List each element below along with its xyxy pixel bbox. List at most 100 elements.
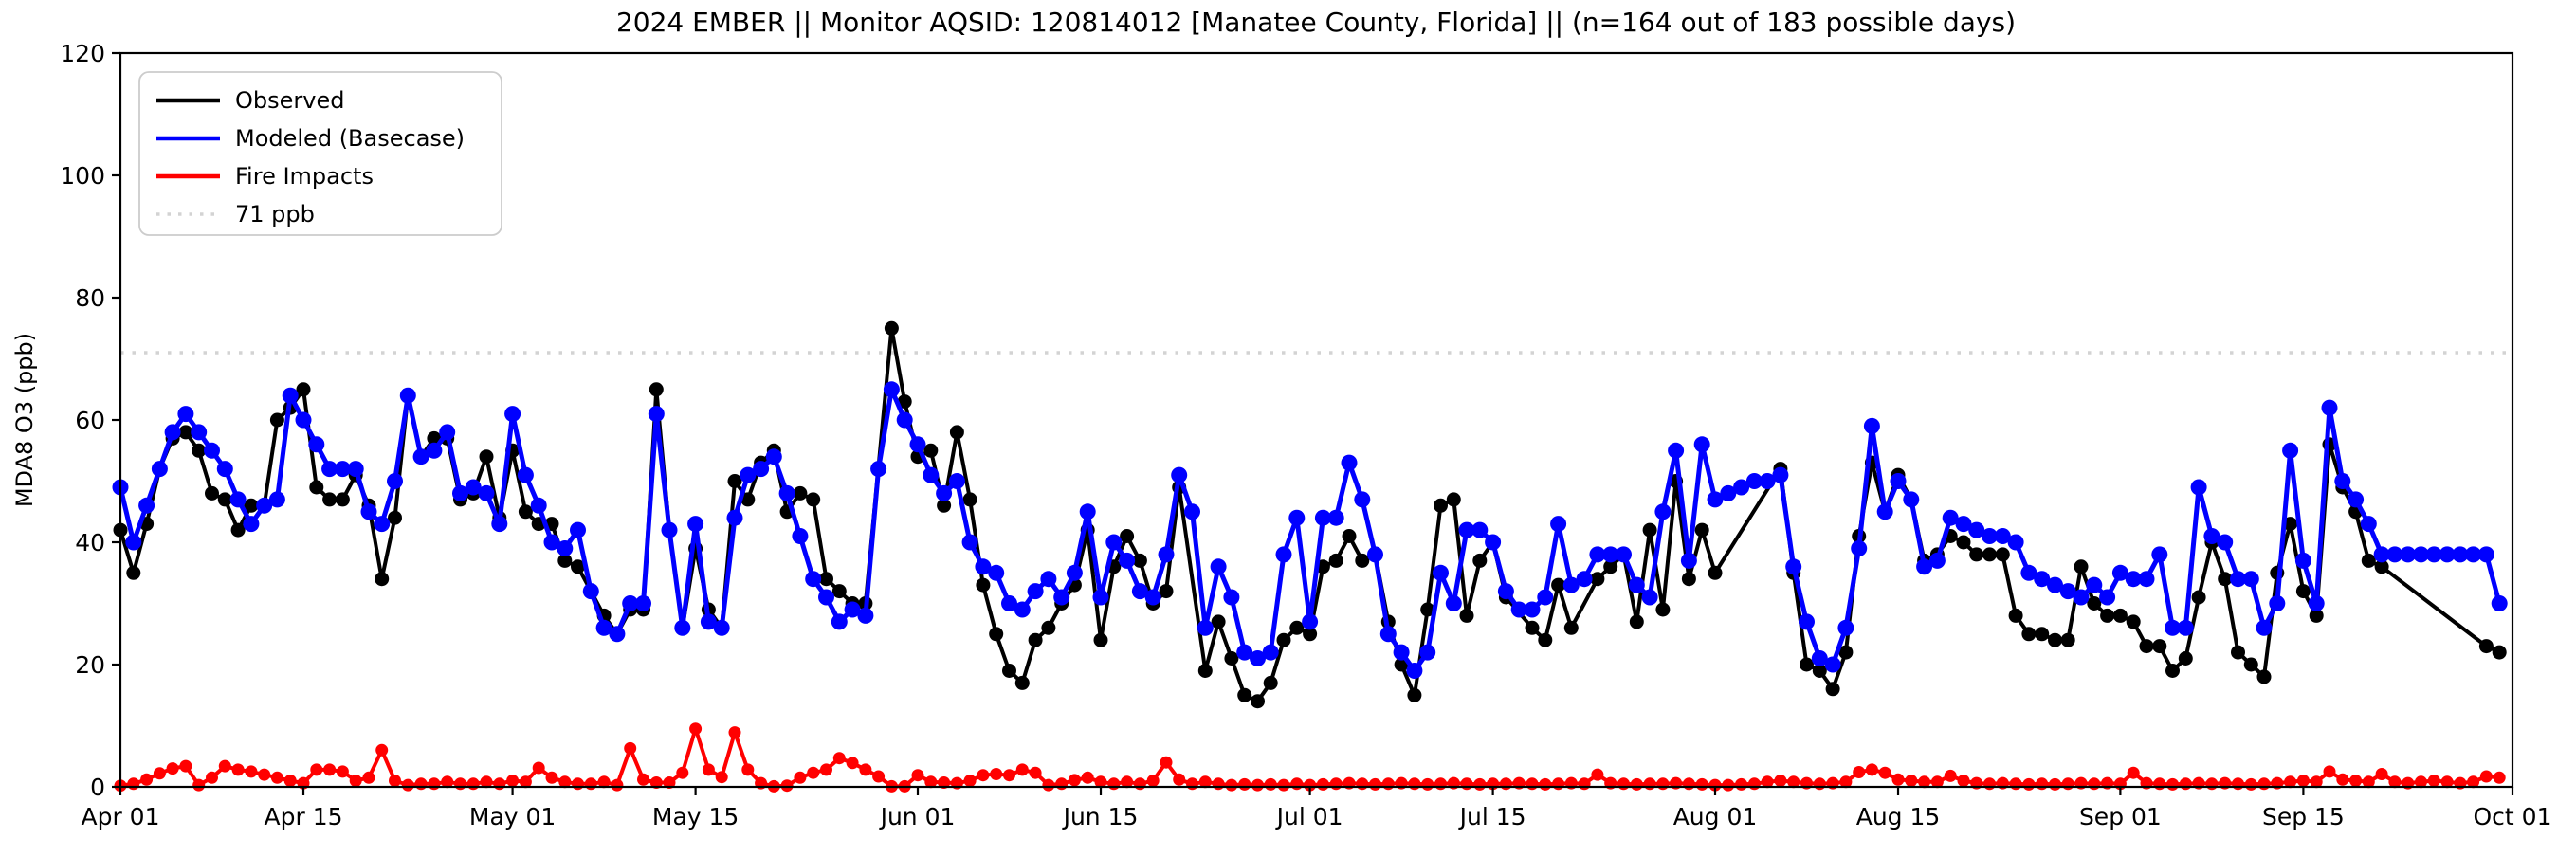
observed-marker xyxy=(1002,664,1016,678)
modeled-basecase-marker xyxy=(1510,601,1527,618)
observed-marker xyxy=(2492,645,2507,660)
fire-impacts-marker xyxy=(2179,777,2192,791)
y-tick-label: 0 xyxy=(90,774,105,801)
modeled-basecase-marker xyxy=(805,571,822,588)
modeled-basecase-marker xyxy=(1928,552,1946,569)
modeled-basecase-marker xyxy=(164,424,181,441)
observed-marker xyxy=(1328,553,1343,568)
observed-marker xyxy=(1446,492,1461,507)
observed-marker xyxy=(2374,559,2389,574)
modeled-basecase-marker xyxy=(2190,479,2207,496)
observed-marker xyxy=(989,627,1004,642)
fire-impacts-marker xyxy=(1304,778,1317,792)
fire-impacts-marker xyxy=(728,726,741,739)
observed-marker xyxy=(2008,608,2023,623)
fire-impacts-marker xyxy=(1905,775,1918,787)
fire-impacts-marker xyxy=(375,743,389,757)
observed-marker xyxy=(1224,651,1239,666)
modeled-basecase-marker xyxy=(765,448,782,465)
fire-impacts-marker xyxy=(1421,777,1434,791)
observed-marker xyxy=(806,492,821,507)
observed-marker xyxy=(1355,553,1370,568)
x-tick-label: Apr 01 xyxy=(81,803,159,830)
observed-marker xyxy=(937,498,952,513)
modeled-basecase-marker xyxy=(700,613,717,630)
modeled-basecase-marker xyxy=(1654,503,1672,520)
observed-marker xyxy=(2283,517,2298,532)
modeled-basecase-marker xyxy=(1968,521,1985,538)
fire-impacts-series xyxy=(114,722,2506,793)
modeled-basecase-marker xyxy=(216,461,233,478)
observed-marker xyxy=(1159,584,1174,599)
fire-impacts-marker xyxy=(1473,777,1487,791)
fire-impacts-marker xyxy=(1434,777,1447,791)
x-tick-label: Jun 01 xyxy=(879,803,956,830)
observed-marker xyxy=(1525,620,1540,635)
modeled-basecase-marker xyxy=(2491,595,2508,611)
observed-marker xyxy=(1708,565,1723,580)
modeled-basecase-marker xyxy=(243,516,260,533)
modeled-basecase-marker xyxy=(543,534,560,551)
fire-impacts-marker xyxy=(1015,763,1029,776)
fire-impacts-marker xyxy=(663,776,676,789)
modeled-basecase-marker xyxy=(936,484,953,501)
modeled-basecase-marker xyxy=(204,442,220,459)
observed-marker xyxy=(1028,632,1043,647)
modeled-basecase-marker xyxy=(478,484,495,501)
fire-impacts-marker xyxy=(676,766,689,779)
fire-impacts-marker xyxy=(911,769,924,782)
observed-marker xyxy=(2100,608,2115,623)
modeled-basecase-marker xyxy=(2386,546,2403,563)
x-tick-label: Apr 15 xyxy=(265,803,343,830)
observed-marker xyxy=(1237,687,1252,702)
modeled-basecase-marker xyxy=(1524,601,1541,618)
x-tick-label: Jul 15 xyxy=(1458,803,1526,830)
x-tick-label: Oct 01 xyxy=(2474,803,2552,830)
observed-marker xyxy=(2165,664,2180,678)
fire-impacts-marker xyxy=(1591,768,1604,781)
y-tick-label: 120 xyxy=(60,40,105,67)
observed-marker xyxy=(2218,572,2233,587)
modeled-basecase-marker xyxy=(778,484,795,501)
fire-impacts-marker xyxy=(584,777,597,791)
observed-marker xyxy=(897,394,912,410)
modeled-basecase-marker xyxy=(2230,571,2246,588)
modeled-basecase-marker xyxy=(1354,491,1371,508)
modeled-basecase-marker xyxy=(2413,546,2429,563)
fire-impacts-marker xyxy=(741,763,755,776)
modeled-basecase-marker xyxy=(2360,516,2377,533)
y-tick-label: 60 xyxy=(75,407,105,434)
observed-marker xyxy=(335,492,350,507)
fire-impacts-marker xyxy=(859,763,872,776)
observed-marker xyxy=(1434,498,1448,513)
modeled-basecase-marker xyxy=(1341,454,1358,471)
modeled-basecase-marker xyxy=(948,473,965,489)
fire-impacts-marker xyxy=(2049,777,2061,791)
modeled-basecase-marker xyxy=(1066,564,1083,581)
modeled-basecase-marker xyxy=(1903,491,1920,508)
fire-impacts-marker xyxy=(2349,775,2363,787)
x-axis: Apr 01 Apr 15 May 01 May 15 Jun 01 Jun 15 Jul … xyxy=(81,787,2551,830)
fire-impacts-marker xyxy=(2166,777,2179,791)
observed-marker xyxy=(1995,547,2010,562)
modeled-basecase-marker xyxy=(1131,583,1148,600)
fire-impacts-marker xyxy=(1225,778,1238,792)
modeled-basecase-marker xyxy=(857,607,874,624)
observed-marker xyxy=(727,474,742,488)
fire-impacts-marker xyxy=(127,777,140,791)
fire-impacts-marker xyxy=(1499,777,1512,791)
modeled-basecase-marker xyxy=(1250,650,1266,666)
observed-marker xyxy=(2256,669,2272,684)
observed-marker xyxy=(1459,608,1474,623)
fire-impacts-marker xyxy=(493,777,506,791)
modeled-basecase-marker xyxy=(2165,619,2181,636)
fire-impacts-marker xyxy=(1918,775,1931,789)
modeled-basecase-marker xyxy=(1223,589,1240,606)
fire-impacts-marker xyxy=(1173,773,1186,786)
modeled-basecase-marker xyxy=(2020,564,2037,581)
fire-impacts-marker xyxy=(1329,777,1343,791)
fire-impacts-marker xyxy=(2415,775,2427,789)
modeled-basecase-marker xyxy=(1379,626,1397,643)
modeled-basecase-marker xyxy=(2111,564,2128,581)
observed-marker xyxy=(2309,608,2324,623)
